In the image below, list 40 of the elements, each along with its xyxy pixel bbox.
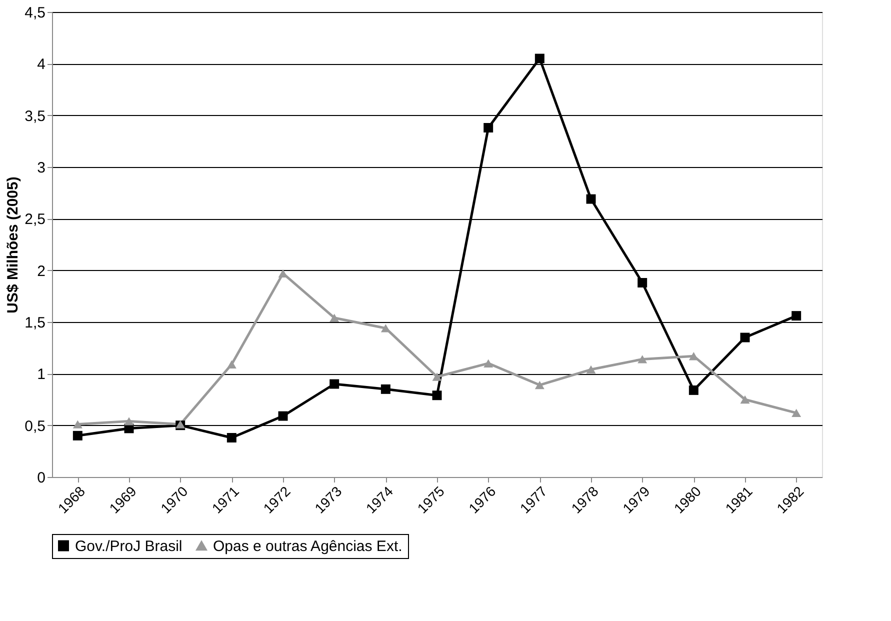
y-tick-label: 3,5 xyxy=(24,108,46,125)
point xyxy=(330,379,340,389)
point xyxy=(124,417,134,426)
legend-label: Opas e outras Agências Ext. xyxy=(213,538,402,555)
point xyxy=(72,430,82,440)
y-tick-label: 1,5 xyxy=(24,314,46,332)
point xyxy=(226,432,236,442)
y-tick-label: 4,5 xyxy=(24,4,46,22)
point xyxy=(226,360,236,368)
y-tick-label: 1 xyxy=(37,366,46,384)
y-tick-label: 0 xyxy=(37,470,46,486)
point xyxy=(792,408,802,418)
point xyxy=(792,311,802,321)
y-tick-label: 3 xyxy=(37,160,46,176)
point xyxy=(740,332,750,342)
point xyxy=(432,390,442,400)
point xyxy=(278,269,288,278)
point xyxy=(688,352,698,360)
point xyxy=(688,385,698,395)
point xyxy=(278,411,288,421)
y-tick-label: 0,5 xyxy=(24,418,46,435)
y-tick-label: 2,5 xyxy=(24,211,46,228)
point xyxy=(534,54,544,64)
point xyxy=(638,355,648,364)
point xyxy=(586,194,596,204)
point xyxy=(484,359,494,368)
legend-label: Gov./ProJ Brasil xyxy=(75,538,182,555)
point xyxy=(72,420,82,428)
point xyxy=(638,278,648,288)
point xyxy=(380,384,390,394)
point xyxy=(330,314,340,322)
point xyxy=(484,122,494,132)
y-tick-label: 2 xyxy=(37,262,46,280)
point xyxy=(534,380,544,390)
y-axis-title: US$ Milhões (2005) xyxy=(4,176,22,314)
point xyxy=(380,324,390,332)
y-tick-label: 4 xyxy=(37,56,46,74)
point xyxy=(432,372,442,381)
point xyxy=(586,365,596,374)
point xyxy=(740,395,750,404)
